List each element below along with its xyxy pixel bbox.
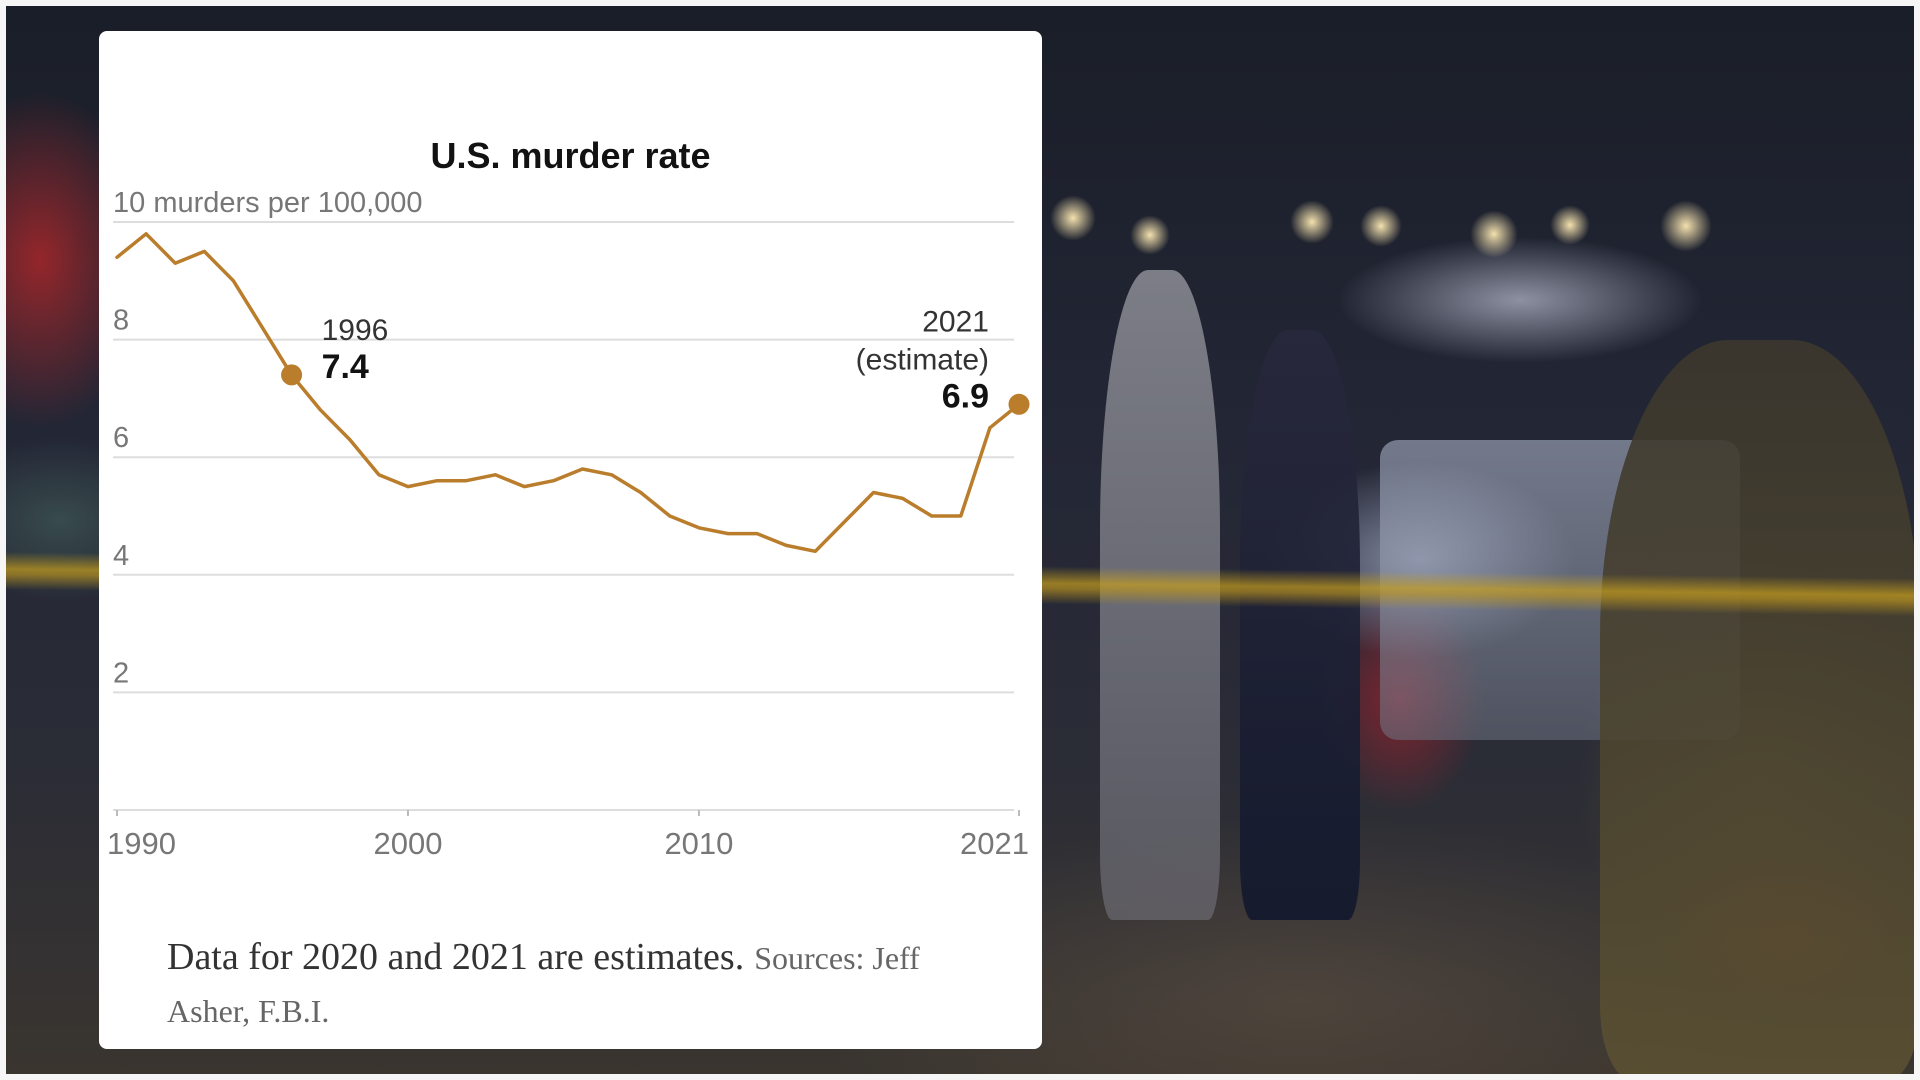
background-person (1240, 330, 1360, 920)
x-tick-label: 2000 (373, 826, 442, 861)
line-chart: 10 murders per 100,000 8 6 4 2 1990 2000 2010 20… (107, 187, 1030, 861)
background-light (1290, 200, 1334, 244)
background-light (1660, 200, 1712, 252)
y-tick-label: 8 (113, 305, 129, 337)
background-light (1470, 210, 1518, 258)
annotation-label: 1996 (322, 314, 389, 347)
chart-card: U.S. murder rate 10 murders per 100,000 8… (99, 31, 1042, 1049)
footnote-text: Data for 2020 and 2021 are estimates. (167, 936, 745, 978)
annotation-point (1008, 393, 1030, 415)
annotation-label: (estimate) (856, 343, 989, 376)
background-car (1600, 340, 1920, 1080)
y-tick-label: 4 (113, 540, 129, 572)
annotation-point (281, 364, 303, 386)
y-tick-label: 2 (113, 657, 129, 689)
background-light (1360, 205, 1402, 247)
x-tick-label: 1990 (107, 826, 176, 861)
annotation-value: 6.9 (942, 377, 989, 415)
annotation-label: 2021 (922, 305, 989, 338)
murder-rate-line (115, 232, 1021, 554)
x-tick-label: 2010 (664, 826, 733, 861)
background-light (1550, 205, 1590, 245)
background-light (1130, 215, 1170, 255)
annotation-value: 7.4 (322, 348, 369, 386)
chart-title: U.S. murder rate (430, 135, 711, 176)
background-light (1050, 195, 1096, 241)
footnote-sources: Sources: Jeff Asher, F.B.I. (167, 940, 920, 1029)
y-tick-label: 6 (113, 422, 129, 454)
y-tick-label: 10 murders per 100,000 (113, 187, 423, 219)
x-tick-label: 2021 (960, 826, 1029, 861)
footnote: Data for 2020 and 2021 are estimates. Sou… (167, 931, 987, 1037)
